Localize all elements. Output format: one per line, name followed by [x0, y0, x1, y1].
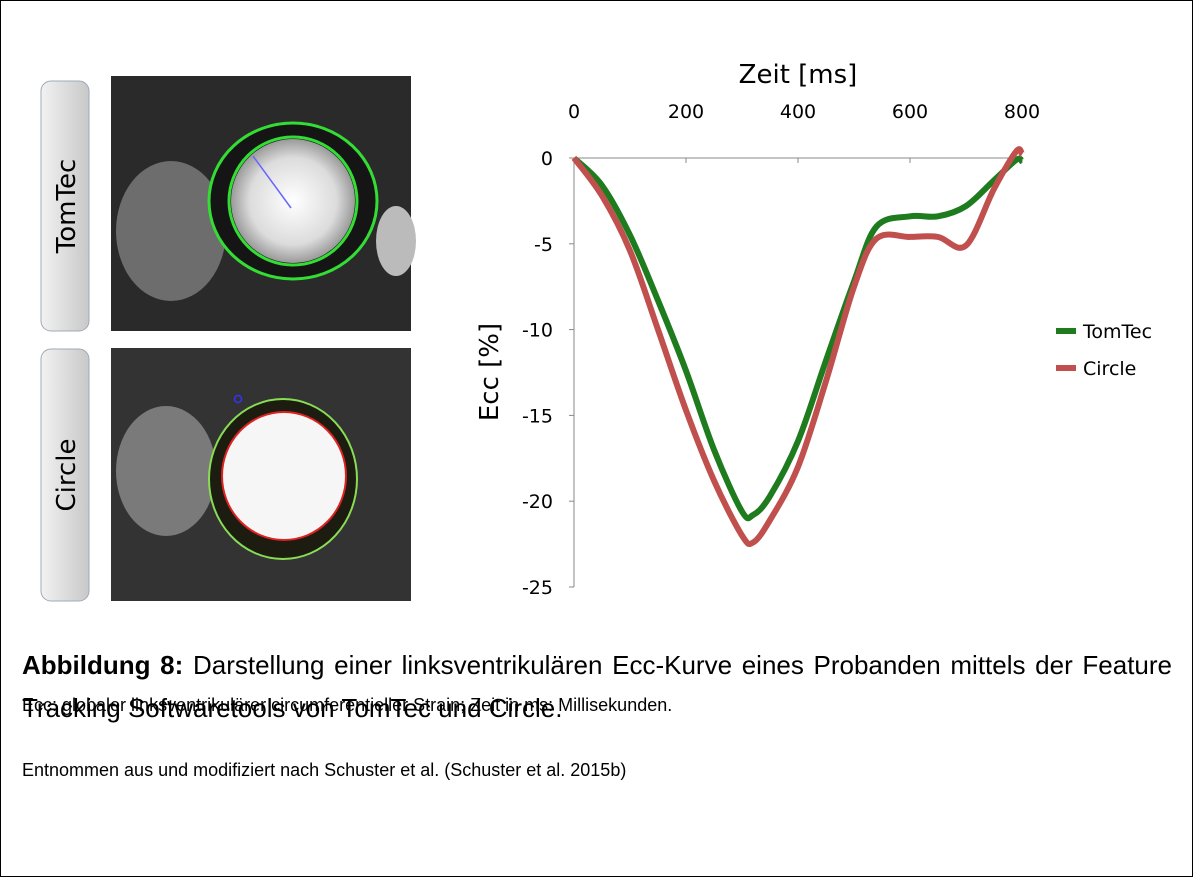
caption: Abbildung 8: Darstellung einer linksvent… — [22, 644, 1172, 730]
y-tick-label: -25 — [522, 577, 553, 599]
legend-label: Circle — [1083, 358, 1136, 380]
y-tick-label: -20 — [522, 491, 553, 513]
data-line — [571, 155, 1025, 522]
y-tick-label: 0 — [541, 148, 553, 170]
figure-graphics: TomTec Circle Zeit [ms] Ecc [%] 0 200 400 6… — [40, 60, 1152, 602]
x-tick-label: 200 — [668, 101, 704, 123]
x-tick-label: 400 — [780, 101, 816, 123]
legend-label: TomTec — [1082, 321, 1152, 343]
panel-label: TomTec — [52, 159, 82, 254]
x-axis-title: Zeit [ms] — [739, 60, 858, 90]
y-axis-title: Ecc [%] — [475, 323, 505, 421]
panel-label: Circle — [52, 438, 82, 511]
note: Ecc: globaler linksventrikulärer circumf… — [22, 695, 673, 715]
y-tick-label: -15 — [522, 405, 553, 427]
y-tick-label: -10 — [522, 320, 553, 342]
x-tick-label: 0 — [568, 101, 580, 123]
caption-text: Darstellung einer linksventrikulären Ecc… — [22, 650, 1173, 723]
mri-image — [111, 76, 416, 331]
panel-label-box — [40, 348, 90, 602]
x-tick-label: 600 — [892, 101, 928, 123]
data-line — [571, 146, 1025, 548]
caption-label: Abbildung 8: — [22, 650, 184, 680]
x-tick-label: 800 — [1004, 101, 1040, 123]
note: Entnommen aus und modifiziert nach Schus… — [22, 760, 627, 780]
mri-image — [111, 348, 411, 601]
panel-label-box — [40, 80, 90, 332]
y-tick-label: -5 — [534, 234, 553, 256]
